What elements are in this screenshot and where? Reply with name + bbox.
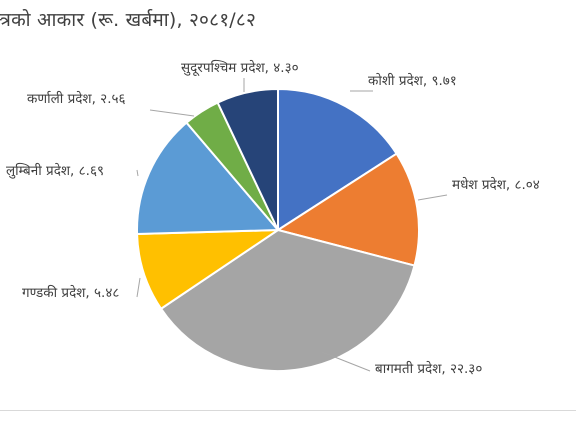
- pie-slice-1: [277, 88, 398, 231]
- data-label-1: कोशी प्रदेश, ९.७१: [368, 72, 457, 89]
- pie-slice-3: [160, 229, 416, 372]
- pie-slice-5: [136, 121, 279, 236]
- leader-line-5: [136, 169, 139, 177]
- leader-line-3: [321, 351, 371, 372]
- data-label-5: लुम्बिनी प्रदेश, ८.६९: [6, 162, 104, 179]
- leader-line-6: [149, 109, 195, 117]
- data-label-7: सुदूरपश्चिम प्रदेश, ४.३०: [181, 59, 299, 76]
- bottom-divider: [0, 410, 576, 411]
- data-label-2: मधेश प्रदेश, ८.०४: [452, 176, 540, 193]
- data-label-4: गण्डकी प्रदेश, ५.४८: [22, 284, 119, 301]
- pie-slice-7: [216, 88, 279, 231]
- chart-title: न्त्रको आकार (रू. खर्बमा), २०८१/८२: [0, 9, 257, 31]
- data-label-3: बागमती प्रदेश, २२.३०: [375, 360, 482, 377]
- pie-slice-2: [277, 152, 420, 267]
- data-label-6: कर्णाली प्रदेश, २.५६: [27, 90, 126, 107]
- pie-slice-4: [136, 229, 279, 310]
- leader-line-2: [417, 194, 448, 201]
- leader-line-4: [136, 277, 141, 298]
